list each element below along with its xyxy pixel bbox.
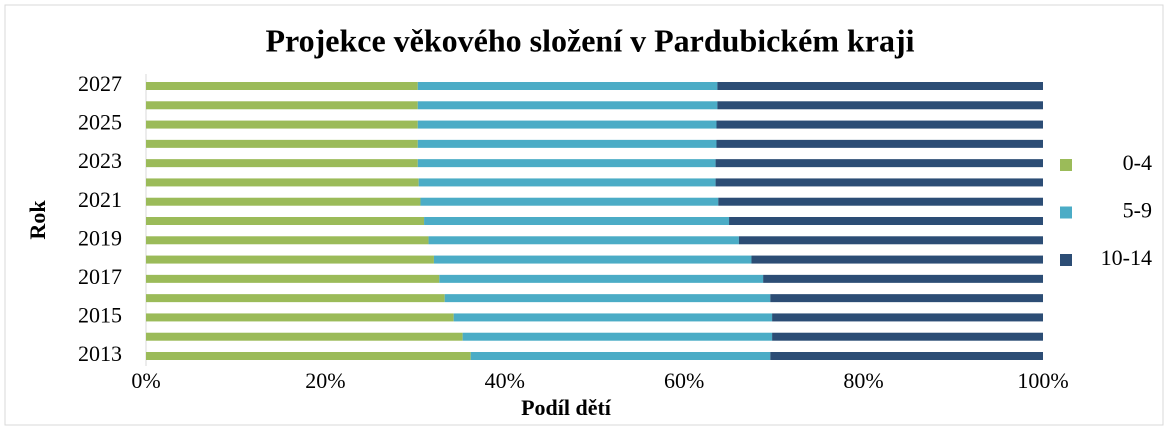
bar-segment: [146, 255, 434, 264]
bar-segment: [751, 255, 1043, 264]
y-tick-label: 2019: [78, 225, 122, 250]
y-tick-label: 2021: [78, 187, 122, 212]
bar-segment: [729, 217, 1043, 225]
bar-segment: [417, 120, 717, 129]
bar-segment: [715, 159, 1043, 168]
bar-segment: [146, 274, 440, 283]
bar-segment: [146, 352, 471, 360]
bar-segment: [444, 294, 771, 303]
bar-segment: [146, 82, 418, 90]
bar-segment: [717, 101, 1043, 110]
bar-segment: [462, 332, 773, 341]
legend-swatch: [1060, 206, 1072, 219]
bar-segment: [420, 197, 719, 206]
bar-segment: [772, 332, 1043, 341]
bar-segment: [738, 236, 1043, 245]
chart-border: [4, 4, 1164, 426]
bar-segment: [716, 120, 1043, 129]
bar-segment: [146, 120, 418, 129]
y-tick-label: 2023: [78, 148, 122, 173]
bar-segment: [428, 236, 739, 245]
legend-label: 5-9: [1123, 198, 1152, 223]
bar-segment: [715, 178, 1043, 187]
x-tick-label: 0%: [131, 368, 160, 393]
bar-segment: [718, 197, 1043, 206]
bar-segment: [433, 255, 752, 264]
bar-segment: [770, 352, 1043, 360]
y-tick-label: 2015: [78, 302, 122, 327]
y-tick-label: 2013: [78, 341, 122, 366]
legend-swatch: [1060, 254, 1072, 266]
bar-segment: [146, 313, 454, 322]
bar-segment: [763, 274, 1043, 283]
bar-segment: [146, 294, 445, 303]
x-axis-title: Podíl dětí: [521, 395, 612, 420]
bar-segment: [470, 352, 771, 360]
bar-segment: [453, 313, 773, 322]
bar-segment: [146, 236, 429, 245]
legend-label: 0-4: [1123, 150, 1152, 175]
bar-segment: [770, 294, 1043, 303]
y-tick-label: 2017: [78, 264, 122, 289]
bar-segment: [439, 274, 764, 283]
x-tick-label: 80%: [843, 368, 883, 393]
bar-segment: [146, 178, 419, 187]
bar-segment: [146, 197, 421, 206]
x-tick-label: 60%: [664, 368, 704, 393]
bar-segment: [146, 159, 418, 168]
y-tick-label: 2025: [78, 110, 122, 135]
y-tick-label: 2027: [78, 71, 122, 96]
bar-segment: [146, 139, 418, 148]
x-tick-label: 100%: [1017, 368, 1068, 393]
bar-segment: [772, 313, 1043, 322]
x-tick-label: 40%: [485, 368, 525, 393]
bar-segment: [418, 178, 716, 187]
bar-segment: [146, 217, 425, 225]
bar-segment: [146, 332, 463, 341]
bar-segment: [417, 101, 718, 110]
bar-segment: [424, 217, 730, 225]
bar-segment: [146, 101, 418, 110]
bar-segment: [417, 82, 718, 90]
bar-segment: [716, 139, 1043, 148]
y-axis-title: Rok: [25, 200, 50, 240]
legend-swatch: [1060, 159, 1072, 171]
bar-segment: [417, 139, 717, 148]
legend-label: 10-14: [1101, 245, 1152, 270]
chart-title: Projekce věkového složení v Pardubickém …: [265, 22, 914, 58]
bar-segment: [417, 159, 716, 168]
x-tick-label: 20%: [305, 368, 345, 393]
bar-segment: [717, 82, 1043, 90]
